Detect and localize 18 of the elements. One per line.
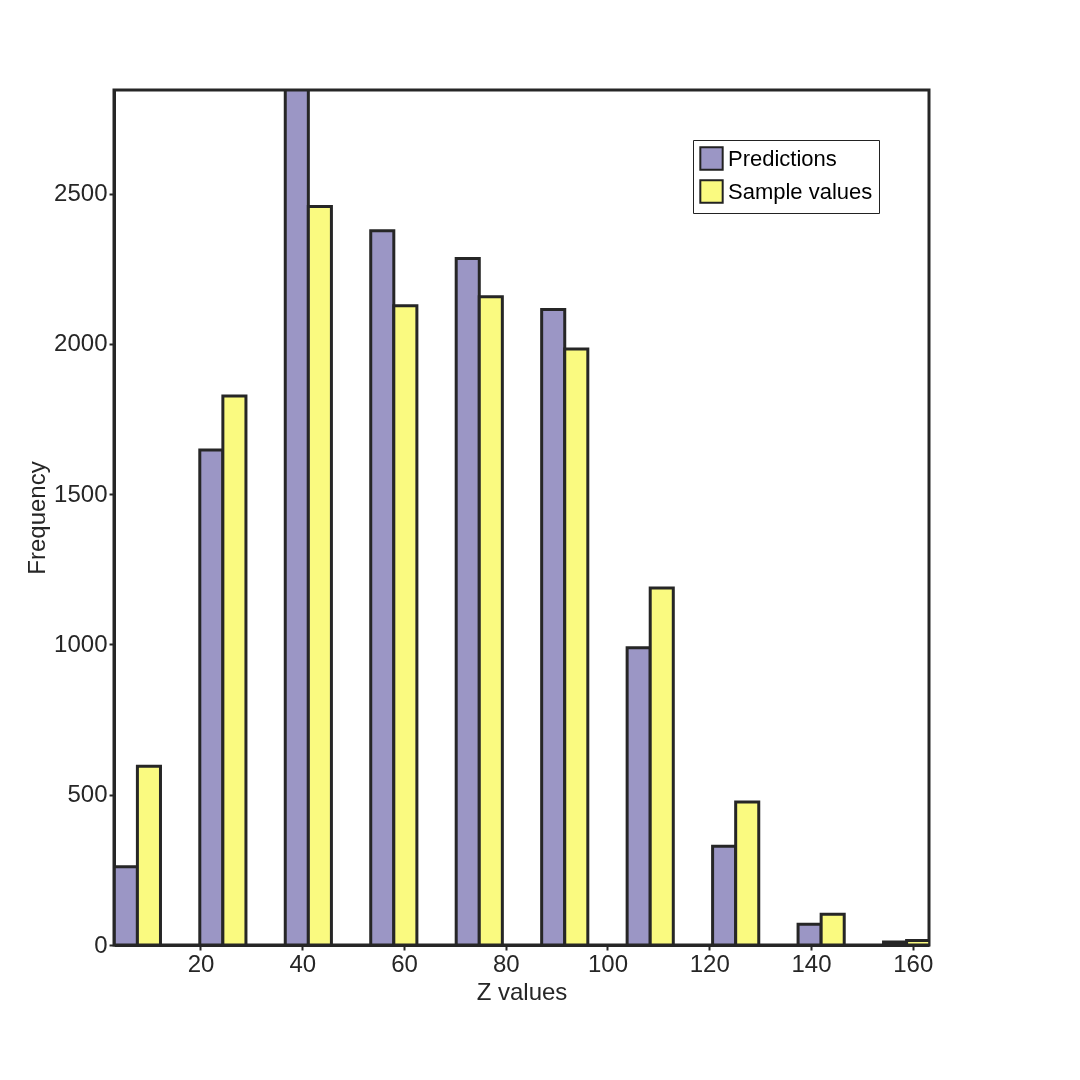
x-tick-label: 140 [791,949,832,977]
x-tick-label: 40 [289,949,317,977]
x-tick-label: 120 [689,949,730,977]
x-tick-label: 160 [893,949,934,977]
x-tick-label: 80 [492,949,520,977]
y-tick-label: 500 [67,780,108,808]
x-tick-label: 100 [587,949,628,977]
y-tick-label: 2000 [54,329,108,357]
x-tick-label: 20 [187,949,215,977]
x-axis-title: Z values [476,977,568,1005]
y-axis-title: Frequency [23,461,51,575]
legend-label: Predictions [728,145,837,171]
y-tick-label: 1000 [54,629,108,657]
x-tick-label: 60 [391,949,418,977]
y-tick-label: 1500 [54,479,108,507]
y-tick-label: 2500 [54,179,108,207]
legend-label: Sample values [728,178,873,204]
y-tick-label: 0 [94,930,108,958]
